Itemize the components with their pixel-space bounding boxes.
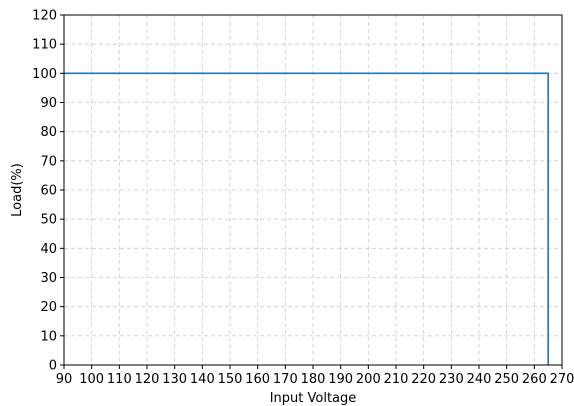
y-tick-label: 10 [40, 329, 57, 344]
x-tick-label: 130 [162, 372, 187, 387]
x-tick-label: 260 [522, 372, 547, 387]
x-tick-label: 180 [301, 372, 326, 387]
y-tick-label: 50 [40, 213, 57, 228]
y-tick-label: 120 [32, 9, 57, 24]
x-tick-label: 220 [411, 372, 436, 387]
x-tick-label: 160 [245, 372, 270, 387]
x-tick-label: 200 [356, 372, 381, 387]
y-axis-title: Load(%) [10, 163, 25, 217]
y-tick-label: 80 [40, 125, 57, 140]
x-tick-label: 250 [494, 372, 519, 387]
y-tick-label: 40 [40, 242, 57, 257]
x-tick-label: 140 [190, 372, 215, 387]
x-tick-label: 150 [218, 372, 243, 387]
y-tick-label: 100 [32, 67, 57, 82]
x-tick-label: 100 [79, 372, 104, 387]
x-tick-label: 170 [273, 372, 298, 387]
y-tick-label: 90 [40, 96, 57, 111]
x-tick-label: 240 [467, 372, 492, 387]
x-tick-label: 270 [550, 372, 574, 387]
y-tick-label: 20 [40, 300, 57, 315]
x-tick-label: 190 [328, 372, 353, 387]
y-tick-label: 110 [32, 38, 57, 53]
y-tick-label: 30 [40, 271, 57, 286]
y-tick-label: 60 [40, 184, 57, 199]
y-tick-label: 70 [40, 154, 57, 169]
x-tick-label: 120 [135, 372, 160, 387]
x-axis-title: Input Voltage [270, 391, 357, 406]
x-tick-label: 210 [384, 372, 409, 387]
x-tick-label: 90 [56, 372, 73, 387]
x-tick-label: 110 [107, 372, 132, 387]
x-tick-label: 230 [439, 372, 464, 387]
y-tick-label: 0 [49, 359, 57, 374]
